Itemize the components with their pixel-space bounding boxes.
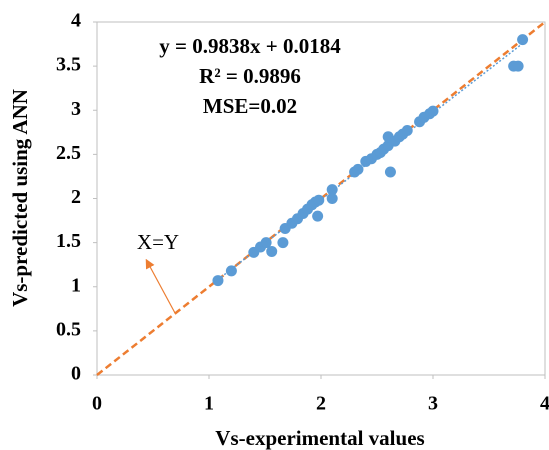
point <box>352 163 364 175</box>
point <box>401 125 413 137</box>
point <box>326 184 338 196</box>
point <box>427 105 439 117</box>
y-tick-label: 1 <box>71 274 81 296</box>
point <box>326 193 338 204</box>
reference-line <box>96 21 546 376</box>
y-axis-label: Vs-predicted using ANN <box>8 89 32 307</box>
y-tick-label: 3.5 <box>56 54 81 76</box>
y-tick-label: 1.5 <box>56 230 81 252</box>
x-tick-label: 3 <box>428 393 438 415</box>
point <box>212 275 224 287</box>
point <box>384 166 396 178</box>
point <box>312 210 324 222</box>
y-tick-label: 3 <box>71 98 81 120</box>
mse: MSE=0.02 <box>203 94 297 118</box>
y-tick-label: 0.5 <box>56 318 81 340</box>
point <box>225 265 237 277</box>
x-tick-label: 4 <box>540 393 549 415</box>
x-tick-label: 1 <box>204 393 214 415</box>
point <box>313 194 325 206</box>
reference-label: X=Y <box>137 230 179 254</box>
trendline-equation: y = 0.9838x + 0.0184 <box>159 34 341 58</box>
reference-arrow <box>145 258 176 314</box>
y-tick-label: 2.5 <box>56 142 81 164</box>
r-squared: R² = 0.9896 <box>199 64 301 88</box>
y-tick-label: 4 <box>71 10 81 32</box>
y-tick-label: 0 <box>71 363 81 385</box>
trendline <box>217 42 524 281</box>
x-tick-label: 0 <box>92 393 102 415</box>
point <box>517 34 529 46</box>
x-tick-label: 2 <box>316 393 326 415</box>
point <box>512 60 524 72</box>
point <box>266 245 278 257</box>
y-tick-label: 2 <box>71 186 81 208</box>
point <box>277 237 289 249</box>
x-axis-label: Vs-experimental values <box>215 426 424 450</box>
